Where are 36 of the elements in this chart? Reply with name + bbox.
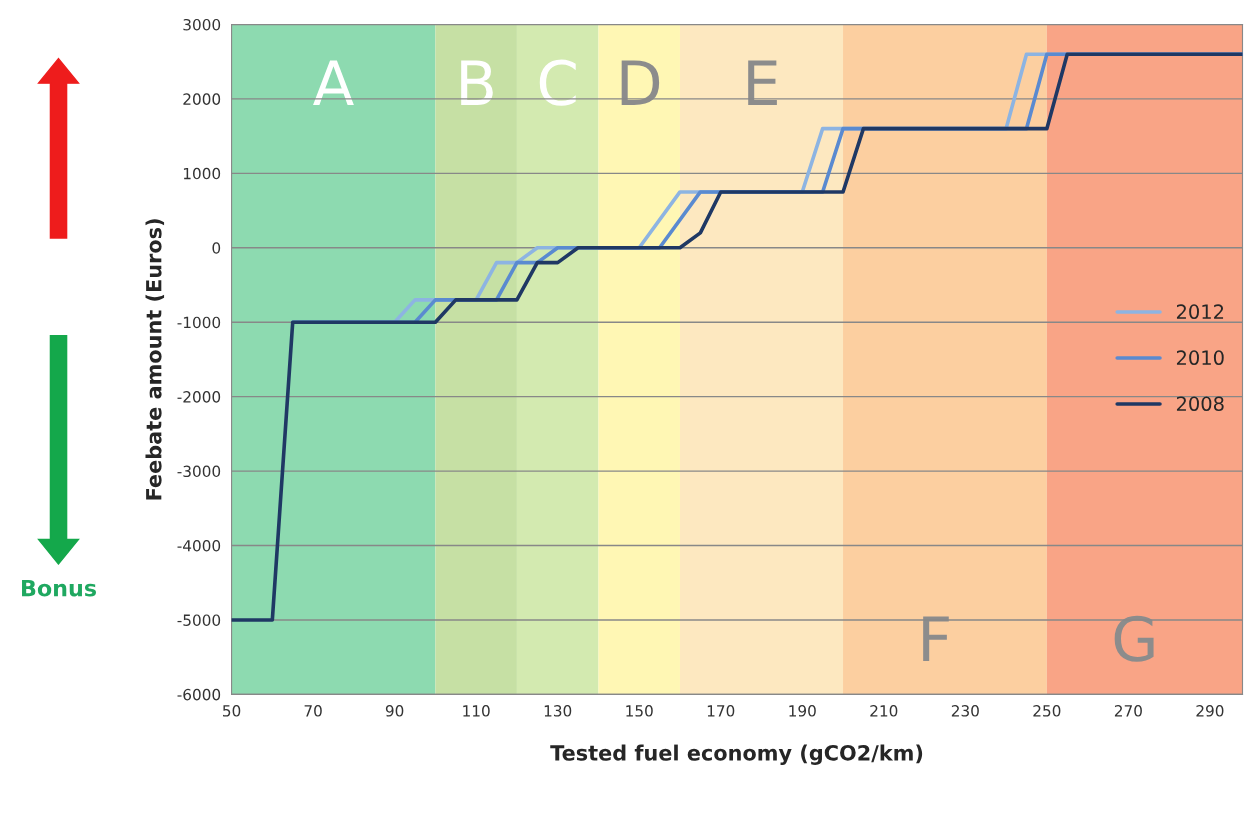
- x-tick-label: 250: [1033, 705, 1061, 717]
- y-tick-label: 0: [212, 242, 221, 254]
- legend-label: 2012: [1176, 304, 1224, 320]
- band-label: G: [1114, 615, 1154, 662]
- y-tick-label: 2000: [183, 93, 221, 105]
- x-tick-label: 270: [1114, 705, 1142, 717]
- y-axis-title: Feebate amount (Euros): [145, 219, 165, 500]
- x-tick-label: 230: [951, 705, 979, 717]
- x-axis-title: Tested fuel economy (gCO2/km): [550, 744, 923, 765]
- y-tick-label: -4000: [177, 539, 221, 552]
- x-tick-label: 70: [304, 705, 322, 717]
- x-tick-label: 50: [223, 705, 241, 717]
- legend-label: 2010: [1176, 350, 1224, 366]
- x-tick-label: 170: [707, 705, 735, 717]
- band-label: A: [313, 60, 354, 105]
- text: Bonus: [22, 579, 96, 597]
- y-tick-label: -6000: [177, 688, 221, 701]
- y-tick-label: -2000: [177, 391, 221, 403]
- y-tick-label: -5000: [177, 614, 221, 626]
- x-tick-label: 110: [463, 705, 490, 717]
- band-label: C: [539, 59, 576, 106]
- band-label: B: [461, 60, 493, 105]
- x-tick-label: 90: [385, 705, 404, 717]
- y-tick-label: -3000: [177, 465, 221, 478]
- band-label: D: [621, 60, 660, 105]
- x-tick-label: 210: [870, 705, 898, 717]
- y-tick-label: 3000: [183, 18, 221, 31]
- legend-label: 2008: [1176, 396, 1224, 412]
- y-tick-label: 1000: [183, 167, 221, 180]
- x-tick-label: 130: [544, 705, 572, 717]
- y-tick-label: -1000: [177, 316, 221, 329]
- x-tick-label: 150: [626, 705, 653, 717]
- band-label: F: [923, 616, 949, 661]
- x-tick-label: 290: [1196, 705, 1224, 717]
- x-tick-label: 190: [789, 705, 816, 717]
- band-label: E: [748, 60, 777, 105]
